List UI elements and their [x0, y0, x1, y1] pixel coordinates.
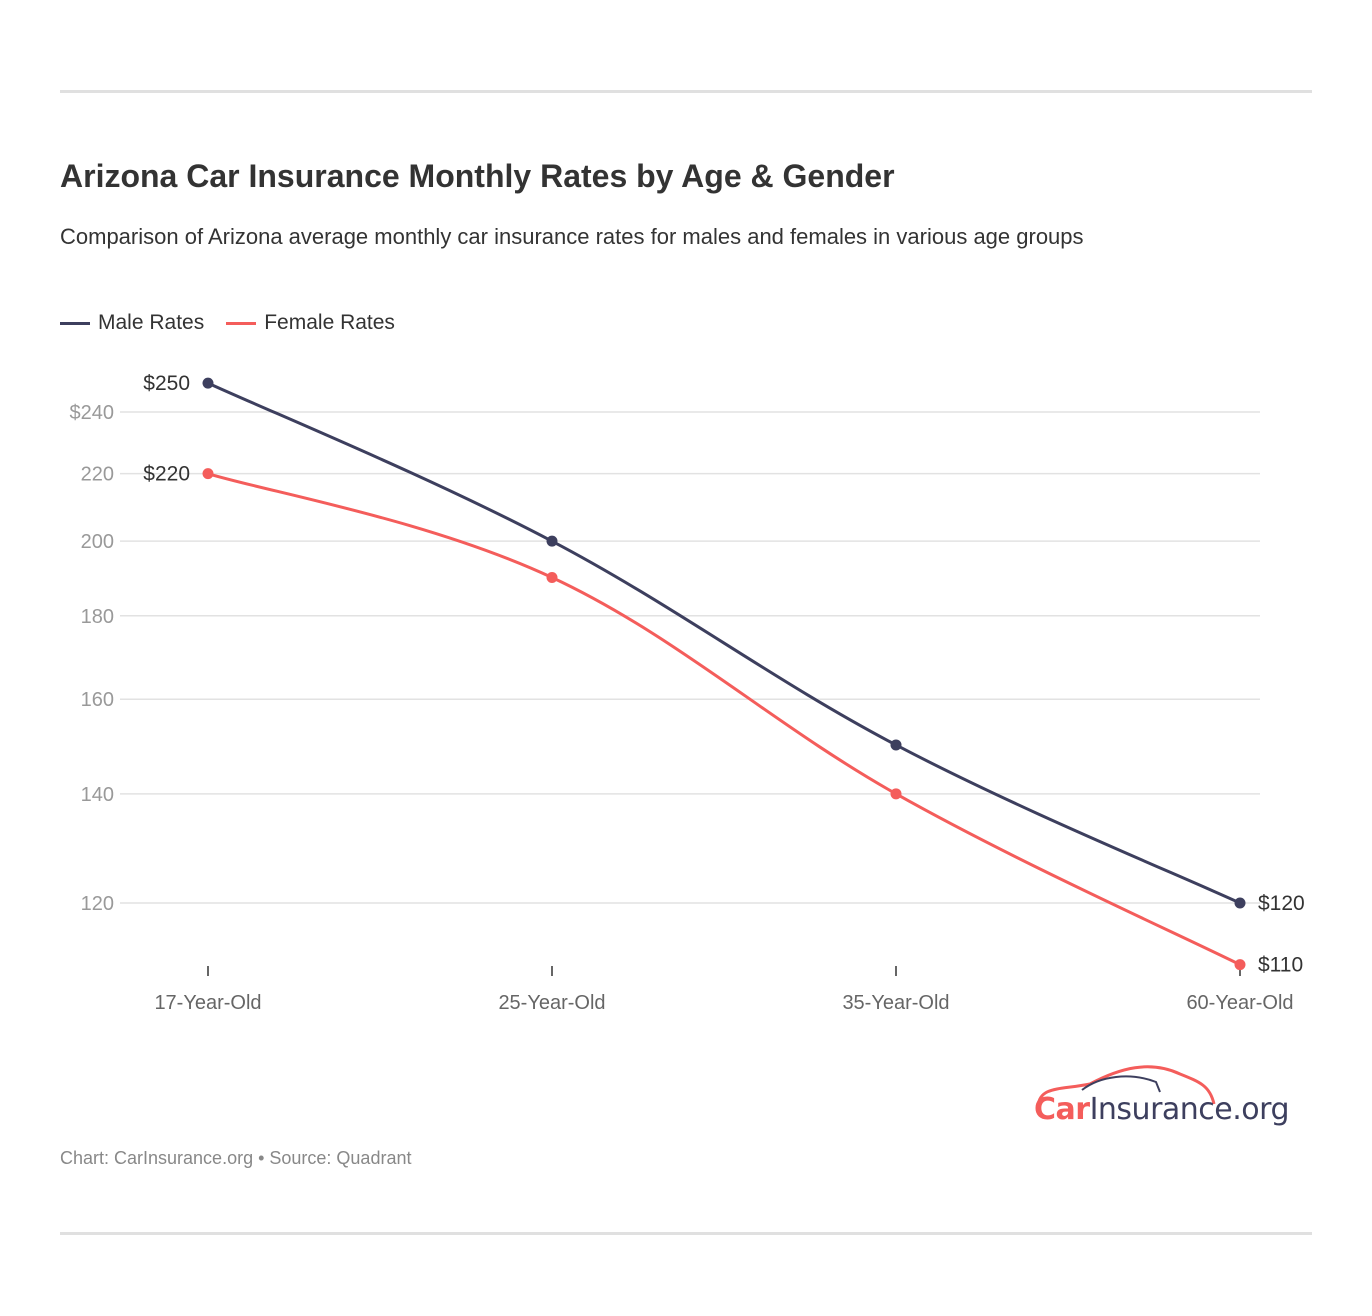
data-label: $120 — [1258, 892, 1305, 915]
series-line-female — [207, 472, 1241, 967]
data-point-male — [1234, 897, 1246, 909]
y-tick-label: 220 — [81, 464, 114, 486]
logo-text-insurance: Insurance.org — [1089, 1092, 1290, 1127]
legend: Male Rates Female Rates — [60, 311, 395, 335]
data-label: $110 — [1258, 954, 1303, 977]
series-line-male — [207, 381, 1241, 905]
chart-title: Arizona Car Insurance Monthly Rates by A… — [60, 158, 895, 194]
data-label: $250 — [143, 372, 190, 395]
legend-swatch-female — [226, 321, 257, 325]
data-point-female — [546, 571, 558, 583]
data-label: $220 — [143, 463, 190, 486]
y-tick-label: 180 — [81, 606, 114, 628]
chart-footer: Chart: CarInsurance.org • Source: Quadra… — [60, 1148, 412, 1168]
logo: CarInsurance.org — [1030, 1062, 1290, 1130]
legend-label-male: Male Rates — [98, 311, 205, 334]
x-tick-label: 35-Year-Old — [842, 992, 949, 1014]
logo-text-car: Car — [1034, 1092, 1090, 1127]
data-point-male — [202, 377, 214, 389]
chart-plot: 120 140 160 180 200 220 $240 17-Year-Old 25-Year… — [70, 372, 1305, 1014]
x-tick-label: 60-Year-Old — [1186, 992, 1293, 1014]
x-tick-label: 17-Year-Old — [154, 992, 261, 1014]
y-tick-label: 140 — [81, 784, 114, 806]
data-point-female — [202, 468, 214, 480]
legend-label-female: Female Rates — [264, 311, 395, 334]
top-divider — [60, 90, 1312, 93]
y-tick-label: 200 — [81, 531, 114, 553]
bottom-divider — [60, 1232, 1312, 1235]
y-tick-label: 120 — [81, 893, 114, 915]
data-point-female — [1234, 959, 1246, 971]
y-tick-label: 160 — [81, 689, 114, 711]
legend-item-male[interactable]: Male Rates — [60, 311, 204, 335]
data-point-male — [546, 535, 558, 547]
data-point-female — [890, 788, 902, 800]
legend-swatch-male — [60, 321, 90, 325]
y-tick-label: $240 — [70, 402, 115, 424]
chart-subtitle: Comparison of Arizona average monthly ca… — [60, 224, 1084, 249]
x-tick-label: 25-Year-Old — [498, 992, 605, 1014]
legend-item-female[interactable]: Female Rates — [226, 311, 395, 335]
data-point-male — [890, 739, 902, 751]
